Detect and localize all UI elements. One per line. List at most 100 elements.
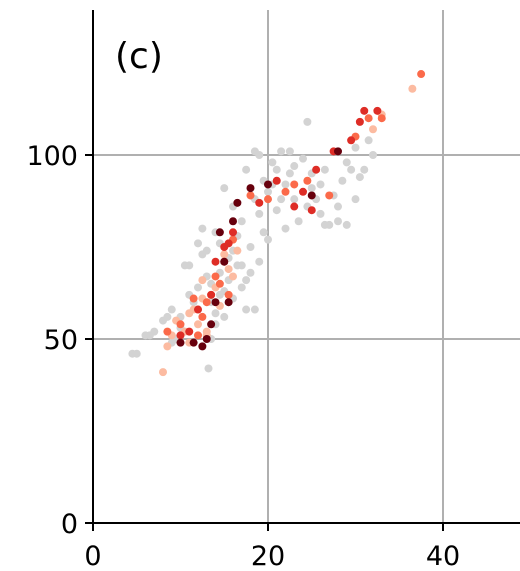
- scatter-point: [264, 187, 272, 196]
- scatter-point: [207, 290, 216, 299]
- scatter-point: [220, 312, 229, 321]
- scatter-point: [364, 136, 373, 145]
- scatter-point: [290, 202, 299, 211]
- scatter-point: [198, 250, 207, 259]
- scatter-point: [268, 158, 277, 167]
- scatter-point: [347, 136, 356, 145]
- scatter-point: [237, 261, 246, 270]
- scatter-point: [272, 176, 281, 185]
- scatter-point: [246, 191, 255, 200]
- scatter-point: [194, 305, 202, 314]
- scatter-point: [364, 114, 373, 123]
- scatter-point: [202, 335, 211, 343]
- scatter-point: [185, 327, 194, 336]
- scatter-point: [303, 117, 312, 126]
- scatter-point: [220, 257, 229, 266]
- scatter-point: [373, 106, 382, 115]
- scatter-point: [303, 176, 312, 185]
- scatter-point: [264, 235, 272, 244]
- y-tick-label: 50: [44, 325, 78, 356]
- scatter-point: [211, 309, 220, 318]
- gridlines: [93, 10, 520, 523]
- axes: [92, 10, 520, 524]
- scatter-point: [351, 195, 360, 204]
- scatter-point: [320, 165, 329, 174]
- scatter-point: [281, 180, 290, 189]
- panel-label: (c): [115, 36, 163, 77]
- scatter-point: [272, 165, 281, 174]
- scatter-point: [176, 320, 185, 329]
- scatter-point: [163, 342, 172, 351]
- scatter-point: [307, 184, 316, 193]
- scatter-point: [229, 228, 237, 237]
- scatter-point: [325, 191, 334, 200]
- scatter-point: [194, 239, 202, 248]
- scatter-point: [198, 342, 207, 351]
- scatter-point: [250, 305, 259, 314]
- scatter-point: [150, 327, 159, 336]
- scatter-point: [189, 338, 198, 347]
- scatter-point: [264, 180, 272, 189]
- scatter-point: [255, 198, 264, 207]
- scatter-point: [355, 117, 364, 126]
- scatter-point: [224, 239, 233, 248]
- scatter-point: [281, 187, 290, 196]
- scatter-point: [255, 151, 264, 159]
- scatter-point: [224, 290, 233, 299]
- scatter-point: [316, 209, 325, 218]
- x-tick-label: 20: [251, 541, 285, 571]
- scatter-point: [255, 209, 264, 218]
- scatter-point: [215, 290, 224, 299]
- scatter-point: [277, 147, 286, 156]
- scatter-point: [185, 261, 194, 270]
- scatter-point: [211, 272, 220, 281]
- scatter-point: [202, 298, 211, 307]
- scatter-point: [246, 243, 255, 251]
- scatter-point: [360, 165, 369, 174]
- scatter-point: [369, 125, 377, 134]
- scatter-point: [215, 228, 224, 237]
- scatter-point: [377, 114, 386, 123]
- scatter-point: [285, 169, 294, 178]
- scatter-point: [211, 298, 220, 307]
- scatter-point: [242, 165, 251, 174]
- scatter-point: [299, 187, 307, 196]
- scatter-point: [360, 106, 369, 115]
- scatter-point: [242, 276, 251, 285]
- scatter-point: [163, 327, 172, 336]
- scatter-point: [224, 265, 233, 274]
- scatter-point: [312, 165, 321, 174]
- y-tick-label: 100: [26, 141, 78, 172]
- scatter-point: [237, 217, 246, 226]
- scatter-point: [176, 331, 185, 340]
- scatter-point: [259, 228, 268, 237]
- scatter-point: [281, 224, 290, 233]
- scatter-point: [338, 176, 347, 185]
- scatter-point: [233, 198, 242, 207]
- axis-ticks: 0 20 40 0 50 100: [26, 141, 460, 571]
- scatter-point: [299, 154, 307, 163]
- x-tick-label: 0: [84, 541, 101, 571]
- scatter-point: [211, 257, 220, 266]
- scatter-point: [242, 305, 251, 314]
- scatter-point: [334, 202, 342, 211]
- scatter-point: [194, 320, 202, 329]
- scatter-point: [355, 173, 364, 182]
- scatter-point: [220, 184, 229, 193]
- scatter-point: [325, 220, 334, 229]
- scatter-point: [229, 272, 237, 281]
- scatter-point: [285, 147, 294, 156]
- scatter-point: [290, 195, 299, 204]
- scatter-point: [189, 294, 198, 303]
- scatter-point: [176, 338, 185, 347]
- scatter-point: [347, 165, 356, 174]
- scatter-point: [290, 180, 299, 189]
- scatter-point: [229, 217, 237, 226]
- scatter-point: [334, 147, 342, 156]
- scatter-point: [334, 217, 342, 226]
- scatter-point: [194, 331, 202, 340]
- x-tick-label: 40: [426, 541, 460, 571]
- scatter-point: [198, 312, 207, 321]
- scatter-point: [307, 191, 316, 200]
